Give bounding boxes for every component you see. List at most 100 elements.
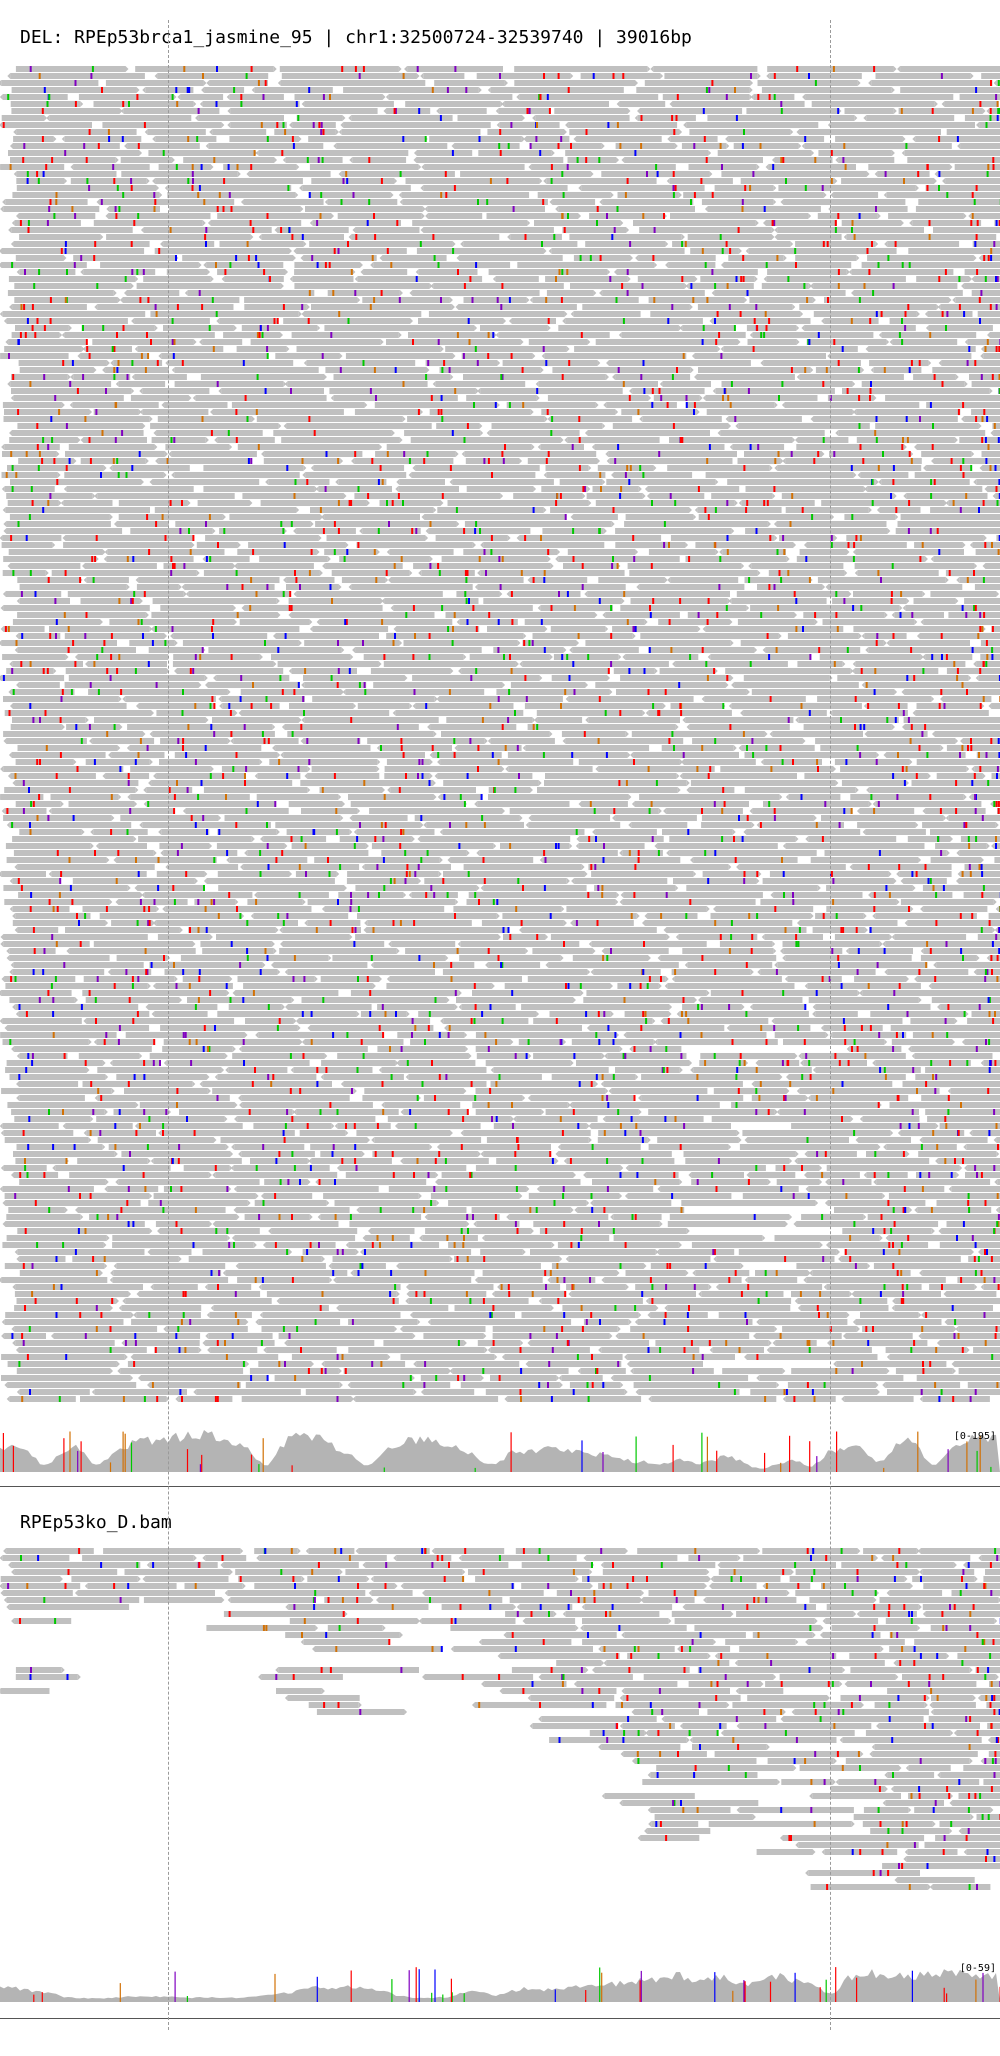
- mismatch-mark: [765, 325, 768, 331]
- read-direction-arrow: [863, 115, 867, 121]
- mismatch-mark: [778, 570, 781, 576]
- mismatch-mark: [539, 94, 542, 100]
- read-alignment: [781, 493, 894, 499]
- read-direction-arrow: [403, 892, 407, 898]
- read-direction-arrow: [681, 234, 685, 240]
- mismatch-mark: [817, 766, 819, 772]
- mismatch-mark: [148, 549, 151, 555]
- read-alignment: [653, 66, 758, 72]
- read-direction-arrow: [218, 815, 222, 821]
- mismatch-mark: [155, 682, 158, 688]
- read-alignment: [437, 773, 533, 779]
- mismatch-mark: [337, 528, 340, 534]
- mismatch-mark: [403, 451, 406, 457]
- read-alignment: [410, 1039, 511, 1045]
- read-alignment: [180, 955, 329, 961]
- read-alignment: [19, 682, 60, 688]
- read-direction-arrow: [906, 598, 910, 604]
- mismatch-mark: [188, 528, 190, 534]
- read-alignment: [832, 598, 907, 604]
- mismatch-mark: [901, 766, 904, 772]
- read-alignment: [785, 507, 869, 513]
- read-alignment: [907, 836, 950, 842]
- read-alignment: [213, 409, 344, 415]
- read-direction-arrow: [856, 808, 860, 814]
- read-alignment: [2, 1018, 82, 1024]
- mismatch-mark: [147, 353, 150, 359]
- mismatch-mark: [933, 479, 936, 485]
- read-direction-arrow: [853, 472, 857, 478]
- mismatch-mark: [146, 745, 149, 751]
- read-alignment: [435, 535, 508, 541]
- read-direction-arrow: [154, 325, 158, 331]
- mismatch-mark: [282, 122, 285, 128]
- mismatch-mark: [492, 899, 495, 905]
- mismatch-mark: [998, 927, 1000, 933]
- mismatch-mark: [730, 934, 733, 940]
- read-direction-arrow: [545, 962, 549, 968]
- read-direction-arrow: [500, 493, 504, 499]
- mismatch-mark: [693, 402, 696, 408]
- read-direction-arrow: [433, 794, 437, 800]
- mismatch-mark: [431, 87, 434, 93]
- mismatch-mark: [794, 248, 797, 254]
- read-direction-arrow: [884, 241, 888, 247]
- mismatch-mark: [79, 577, 82, 583]
- read-alignment: [853, 626, 983, 632]
- mismatch-mark: [929, 332, 932, 338]
- read-alignment: [288, 1004, 372, 1010]
- mismatch-mark: [649, 612, 652, 618]
- read-direction-arrow: [109, 465, 113, 471]
- mismatch-mark: [568, 675, 571, 681]
- read-direction-arrow: [694, 507, 698, 513]
- mismatch-mark: [131, 360, 134, 366]
- read-alignment: [895, 528, 1000, 534]
- mismatch-mark: [610, 605, 613, 611]
- mismatch-mark: [17, 521, 20, 527]
- mismatch-mark: [925, 962, 928, 968]
- mismatch-mark: [233, 87, 236, 93]
- read-alignment: [502, 360, 598, 366]
- mismatch-mark: [700, 178, 703, 184]
- read-direction-arrow: [457, 941, 461, 947]
- mismatch-mark: [7, 94, 10, 100]
- mismatch-mark: [730, 381, 733, 387]
- read-alignment: [499, 122, 560, 128]
- read-direction-arrow: [293, 528, 297, 534]
- read-direction-arrow: [569, 647, 573, 653]
- mismatch-mark: [975, 234, 978, 240]
- read-alignment: [530, 577, 588, 583]
- read-alignment: [352, 157, 407, 163]
- read-alignment: [547, 395, 649, 401]
- mismatch-mark: [15, 472, 18, 478]
- mismatch-mark: [93, 661, 96, 667]
- read-direction-arrow: [412, 465, 416, 471]
- read-alignment: [838, 157, 895, 163]
- mismatch-mark: [113, 367, 116, 373]
- mismatch-mark: [73, 262, 76, 268]
- alignment-panel-del[interactable]: [0, 66, 1000, 1476]
- mismatch-mark: [613, 808, 616, 814]
- mismatch-mark: [479, 528, 481, 534]
- read-direction-arrow: [153, 850, 157, 856]
- mismatch-mark: [900, 591, 903, 597]
- mismatch-mark: [610, 948, 612, 954]
- mismatch-mark: [995, 486, 998, 492]
- read-direction-arrow: [945, 577, 949, 583]
- read-alignment: [777, 962, 928, 968]
- read-direction-arrow: [66, 948, 70, 954]
- mismatch-mark: [834, 227, 837, 233]
- read-alignment: [480, 325, 548, 331]
- read-alignment: [815, 738, 955, 744]
- read-alignment: [761, 283, 809, 289]
- mismatch-mark: [247, 255, 250, 261]
- read-direction-arrow: [945, 500, 949, 506]
- mismatch-mark: [105, 906, 108, 912]
- read-direction-arrow: [521, 115, 525, 121]
- mismatch-mark: [926, 164, 929, 170]
- mismatch-mark: [173, 437, 176, 443]
- read-direction-arrow: [419, 409, 423, 415]
- mismatch-mark: [452, 248, 455, 254]
- mismatch-mark: [602, 955, 605, 961]
- mismatch-mark: [610, 633, 613, 639]
